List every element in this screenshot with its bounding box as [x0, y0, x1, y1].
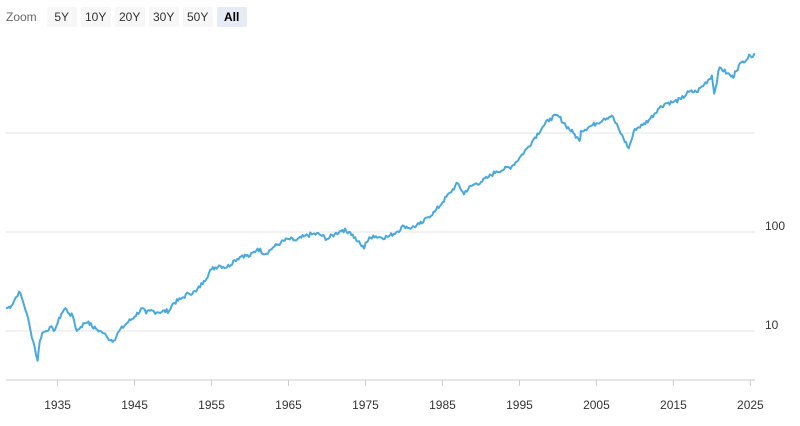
zoom-5y-button[interactable]: 5Y — [46, 7, 77, 27]
x-tick-label-2025: 2025 — [737, 398, 764, 412]
zoom-all-button[interactable]: All — [216, 7, 247, 27]
x-tick-label-1955: 1955 — [198, 398, 225, 412]
x-tick-label-2015: 2015 — [660, 398, 687, 412]
x-tick-label-1995: 1995 — [506, 398, 533, 412]
x-tick-label-1975: 1975 — [352, 398, 379, 412]
x-tick-label-1945: 1945 — [121, 398, 148, 412]
x-tick-label-1935: 1935 — [44, 398, 71, 412]
zoom-label: Zoom — [6, 10, 37, 24]
grid — [6, 132, 755, 332]
zoom-10y-button[interactable]: 10Y — [80, 7, 111, 27]
axis-labels: 1935 1945 1955 1965 1975 1985 1995 2005 2015 2025… — [44, 219, 785, 412]
zoom-bar: Zoom 5Y 10Y 20Y 30Y 50Y All — [6, 6, 247, 28]
zoom-20y-button[interactable]: 20Y — [114, 7, 145, 27]
x-tick-label-1985: 1985 — [429, 398, 456, 412]
plot-area — [5, 52, 756, 362]
x-axis — [6, 379, 755, 386]
x-tick-label-2005: 2005 — [583, 398, 610, 412]
series-line-0[interactable] — [5, 52, 756, 362]
zoom-30y-button[interactable]: 30Y — [148, 7, 179, 27]
zoom-50y-button[interactable]: 50Y — [182, 7, 213, 27]
y-tick-label-100: 100 — [765, 219, 785, 233]
y-tick-label-10: 10 — [765, 318, 779, 332]
x-tick-label-1965: 1965 — [275, 398, 302, 412]
